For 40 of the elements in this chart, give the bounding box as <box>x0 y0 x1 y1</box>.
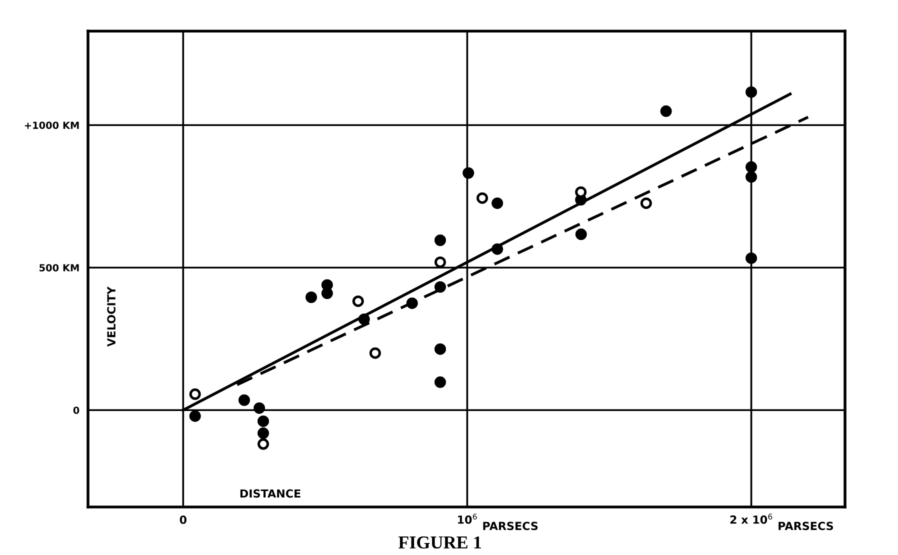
point <box>476 192 488 204</box>
point <box>746 252 758 264</box>
point <box>258 438 270 450</box>
x-tick-label: 2 x 10$^{6}$ <box>730 514 772 524</box>
point <box>352 295 364 307</box>
point <box>462 167 474 179</box>
y-axis-title: VELOCITY <box>107 286 116 347</box>
point <box>434 281 446 293</box>
point <box>258 427 270 439</box>
text: PARSECS <box>483 522 538 530</box>
point <box>189 410 201 422</box>
point <box>321 288 333 300</box>
point <box>189 388 201 400</box>
point <box>746 161 758 173</box>
point <box>492 243 504 255</box>
x-axis-title: DISTANCE <box>240 489 300 498</box>
point <box>575 228 587 240</box>
x-tick-label: 10$^{6}$ <box>458 514 477 524</box>
y-tick-label: 500 KM <box>40 264 79 272</box>
point <box>358 313 370 325</box>
point <box>434 343 446 355</box>
y-tick-label: +1000 KM <box>24 122 79 129</box>
point <box>306 292 318 303</box>
point <box>254 402 266 414</box>
text: FIGURE 1 <box>398 536 481 549</box>
point <box>434 234 446 246</box>
x-tick-label: 0 <box>180 516 186 524</box>
point <box>238 394 250 406</box>
point <box>369 347 381 359</box>
point <box>406 297 418 309</box>
text: PARSECS <box>778 522 834 530</box>
point <box>434 256 446 268</box>
point <box>492 197 504 209</box>
point <box>258 415 270 427</box>
point <box>640 197 652 209</box>
point <box>746 86 758 98</box>
point <box>746 171 758 183</box>
point <box>434 376 446 388</box>
point <box>660 105 672 117</box>
y-tick-label: 0 <box>73 406 80 414</box>
